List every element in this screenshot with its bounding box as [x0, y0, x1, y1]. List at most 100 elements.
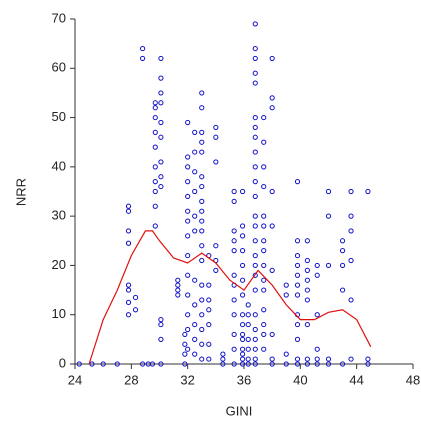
x-axis-label: GINI — [226, 403, 253, 418]
point — [314, 346, 320, 352]
y-axis-label: NRR — [13, 178, 28, 206]
point — [294, 356, 301, 362]
point — [199, 90, 205, 96]
point — [199, 257, 205, 264]
point — [294, 272, 301, 278]
point — [269, 95, 275, 101]
point — [152, 188, 158, 195]
point — [125, 312, 132, 318]
point — [252, 70, 258, 76]
point — [152, 144, 158, 150]
point — [220, 356, 226, 362]
point — [239, 248, 246, 254]
point — [100, 361, 106, 367]
x-tick-label: 44 — [349, 372, 363, 387]
point — [245, 321, 251, 328]
point — [269, 361, 275, 367]
point — [239, 223, 246, 229]
point — [348, 356, 354, 362]
point — [239, 262, 246, 269]
point — [125, 203, 132, 209]
point — [199, 174, 205, 180]
point — [269, 55, 275, 62]
point — [261, 223, 267, 229]
point — [252, 336, 258, 342]
point — [239, 321, 246, 328]
point — [348, 257, 354, 264]
point — [294, 238, 301, 244]
point — [199, 243, 205, 249]
point — [192, 213, 198, 219]
point — [140, 361, 146, 367]
point — [252, 149, 258, 155]
point — [175, 277, 181, 283]
y-tick-label: 40 — [52, 158, 66, 173]
point — [325, 361, 332, 367]
point — [314, 262, 320, 269]
point — [125, 228, 132, 234]
point — [185, 292, 191, 298]
point — [185, 164, 191, 170]
point — [239, 312, 246, 318]
point — [192, 169, 198, 175]
y-tick-label: 30 — [52, 208, 66, 223]
point — [261, 287, 267, 293]
point — [199, 139, 205, 145]
point — [175, 292, 181, 298]
point — [182, 331, 188, 338]
point — [158, 100, 164, 106]
point — [269, 331, 275, 338]
point — [231, 272, 237, 278]
point — [365, 361, 371, 367]
point — [125, 208, 132, 214]
point — [325, 356, 332, 362]
point — [185, 233, 191, 239]
point — [192, 277, 198, 283]
point — [261, 248, 267, 254]
point — [152, 105, 158, 111]
point — [252, 80, 258, 86]
point — [239, 188, 246, 195]
point — [185, 218, 191, 224]
point — [158, 336, 164, 342]
point — [261, 114, 267, 121]
point — [245, 346, 251, 352]
point — [125, 240, 132, 246]
point — [231, 346, 237, 352]
point — [252, 272, 258, 278]
x-tick-label: 24 — [68, 372, 82, 387]
point — [283, 282, 289, 288]
point — [252, 55, 258, 62]
point — [175, 282, 181, 288]
point — [199, 326, 205, 333]
point — [213, 267, 219, 273]
point — [252, 356, 258, 362]
point — [348, 188, 354, 195]
point — [239, 336, 246, 342]
point — [158, 55, 164, 62]
point — [252, 223, 258, 229]
point — [158, 75, 164, 81]
point — [252, 361, 258, 367]
point — [206, 307, 212, 313]
point — [185, 193, 191, 200]
point — [231, 228, 237, 234]
point — [192, 129, 198, 135]
point — [294, 262, 301, 269]
point — [339, 361, 346, 367]
point — [231, 312, 237, 318]
point — [239, 277, 246, 283]
point — [325, 188, 332, 195]
point — [252, 45, 258, 52]
point — [245, 312, 251, 318]
point — [252, 179, 258, 185]
point — [304, 238, 310, 244]
point — [269, 188, 275, 195]
point — [239, 351, 246, 357]
point — [269, 105, 275, 111]
point — [239, 292, 246, 298]
point — [261, 213, 267, 219]
point — [252, 238, 258, 244]
point — [152, 203, 158, 209]
point — [239, 233, 246, 239]
